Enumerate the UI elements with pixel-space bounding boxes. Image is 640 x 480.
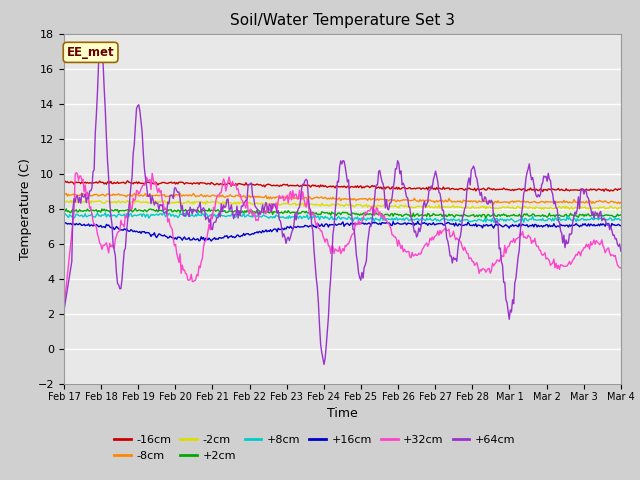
Line: +64cm: +64cm (64, 47, 621, 364)
+16cm (617, 223, 625, 228)
+32cm (362, 211, 370, 216)
+16cm (362, 221, 370, 227)
-2cm (393, 204, 401, 210)
-8cm (606, 200, 614, 205)
+16cm (519, 221, 527, 227)
Legend: -16cm, -8cm, -2cm, +2cm, +8cm, +16cm, +32cm, +64cm: -16cm, -8cm, -2cm, +2cm, +8cm, +16cm, +3… (114, 435, 515, 461)
-8cm (60, 192, 68, 198)
-16cm (518, 187, 525, 193)
+64cm (519, 204, 527, 209)
Line: -2cm: -2cm (64, 200, 621, 209)
+16cm (329, 222, 337, 228)
+2cm (60, 207, 68, 213)
+2cm (326, 210, 333, 216)
-2cm (518, 204, 525, 210)
-2cm (362, 202, 370, 207)
+2cm (393, 212, 401, 217)
-8cm (326, 196, 333, 202)
-16cm (326, 183, 333, 189)
+16cm (393, 221, 401, 227)
-8cm (617, 200, 625, 205)
+32cm (326, 243, 333, 249)
-2cm (614, 206, 621, 212)
-8cm (329, 194, 337, 200)
+16cm (326, 222, 333, 228)
-16cm (617, 186, 625, 192)
-16cm (606, 188, 614, 194)
Y-axis label: Temperature (C): Temperature (C) (19, 158, 32, 260)
+64cm (394, 158, 401, 164)
+8cm (606, 216, 614, 221)
+2cm (617, 212, 625, 218)
+32cm (617, 265, 625, 271)
+2cm (132, 205, 140, 211)
Line: +8cm: +8cm (64, 213, 621, 222)
+32cm (329, 243, 337, 249)
-16cm (539, 189, 547, 194)
Line: -16cm: -16cm (64, 181, 621, 192)
+32cm (605, 245, 612, 251)
+64cm (364, 240, 371, 246)
-8cm (362, 196, 370, 202)
X-axis label: Time: Time (327, 407, 358, 420)
+8cm (518, 217, 525, 223)
+64cm (320, 361, 328, 367)
+32cm (60, 305, 68, 311)
-8cm (393, 199, 401, 204)
+64cm (96, 44, 104, 49)
+8cm (362, 217, 370, 223)
-16cm (60, 180, 68, 185)
+16cm (60, 221, 68, 227)
-2cm (329, 201, 337, 207)
-8cm (519, 199, 527, 204)
+8cm (60, 211, 68, 217)
+8cm (329, 216, 337, 222)
+8cm (520, 219, 527, 225)
Line: +32cm: +32cm (64, 173, 621, 308)
Line: -8cm: -8cm (64, 193, 621, 204)
Text: EE_met: EE_met (67, 46, 115, 59)
+64cm (327, 276, 335, 281)
-2cm (617, 204, 625, 210)
-16cm (393, 184, 401, 190)
+8cm (617, 217, 625, 223)
-2cm (60, 199, 68, 204)
+16cm (207, 238, 215, 244)
+2cm (519, 214, 527, 220)
+32cm (518, 232, 525, 238)
Line: +16cm: +16cm (64, 221, 621, 241)
+8cm (393, 215, 401, 220)
+32cm (393, 236, 401, 242)
+64cm (330, 223, 338, 229)
-16cm (329, 183, 337, 189)
+8cm (102, 210, 109, 216)
+2cm (482, 216, 490, 221)
Line: +2cm: +2cm (64, 208, 621, 218)
-2cm (605, 206, 612, 212)
+16cm (606, 223, 614, 229)
-8cm (62, 191, 70, 196)
-16cm (362, 183, 370, 189)
+2cm (606, 213, 614, 218)
+2cm (362, 212, 370, 217)
-16cm (124, 178, 131, 184)
+64cm (606, 227, 614, 232)
+64cm (60, 308, 68, 313)
+32cm (72, 170, 80, 176)
+64cm (617, 248, 625, 254)
+16cm (414, 218, 422, 224)
Title: Soil/Water Temperature Set 3: Soil/Water Temperature Set 3 (230, 13, 455, 28)
-2cm (67, 197, 74, 203)
-2cm (326, 203, 333, 208)
+8cm (326, 216, 333, 222)
+2cm (329, 210, 337, 216)
-8cm (490, 202, 497, 207)
